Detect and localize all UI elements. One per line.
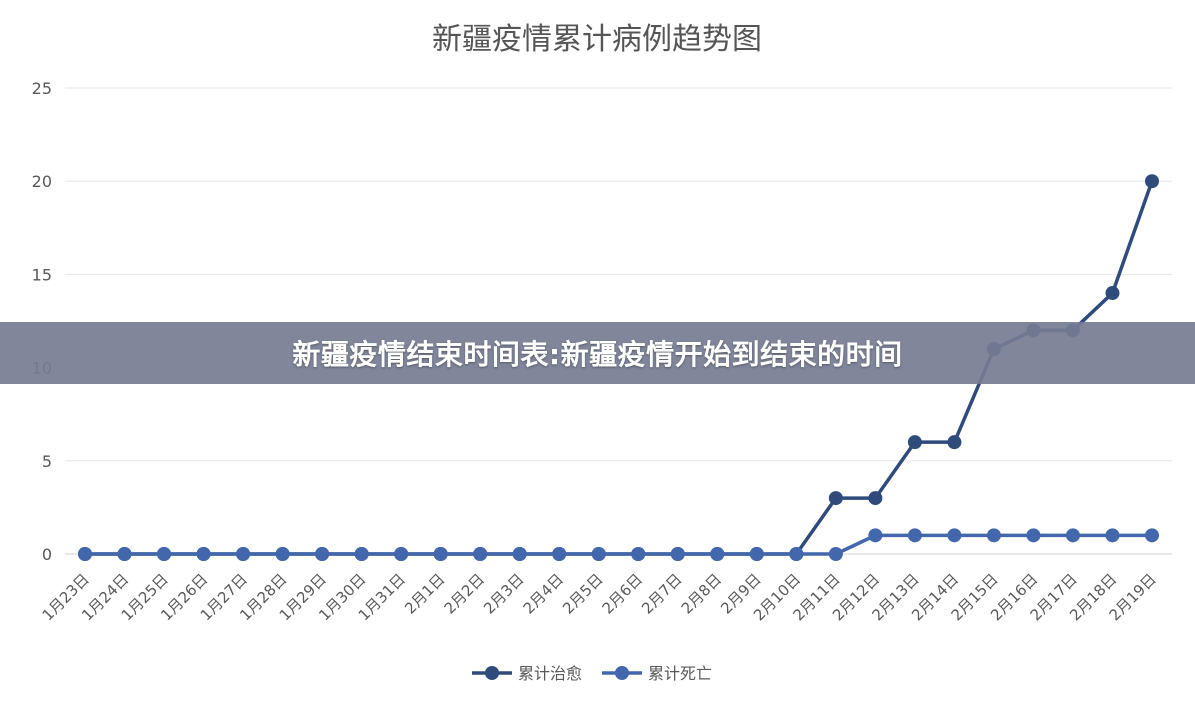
legend-marker (615, 666, 629, 680)
data-point (868, 491, 883, 506)
data-point (1105, 528, 1120, 543)
data-point (828, 547, 843, 561)
data-point (710, 547, 725, 561)
data-point (1145, 528, 1159, 543)
data-point (631, 547, 646, 561)
legend-label: 累计治愈 (518, 664, 582, 683)
data-point (868, 528, 883, 543)
data-point (117, 547, 132, 561)
series-line (83, 533, 1154, 556)
chart-title: 新疆疫情累计病例趋势图 (432, 22, 762, 57)
x-tick-label: 2月1日 (401, 570, 448, 617)
x-tick-label: 2月2日 (441, 570, 488, 617)
data-point (236, 547, 251, 561)
data-point (275, 547, 290, 561)
x-axis-ticks: 1月23日1月24日1月25日1月26日1月27日1月28日1月29日1月30日… (39, 570, 1160, 624)
x-tick-label: 2月4日 (520, 570, 567, 617)
legend-item: 累计治愈 (472, 664, 582, 683)
data-point (907, 528, 922, 543)
x-tick-label: 2月6日 (599, 570, 646, 617)
data-point (315, 547, 330, 561)
data-point (354, 547, 369, 561)
grid-layer (65, 87, 1172, 555)
series-2 (78, 528, 1159, 561)
x-tick-label: 2月5日 (559, 570, 606, 617)
data-point (1026, 528, 1041, 543)
data-point (749, 547, 764, 561)
data-point (591, 547, 606, 561)
data-point (157, 547, 172, 561)
legend-marker (485, 666, 499, 680)
y-tick-label: 5 (42, 452, 52, 471)
y-tick-label: 0 (42, 545, 52, 564)
data-point (433, 547, 448, 561)
data-point (789, 547, 804, 561)
data-point (394, 547, 409, 561)
data-point (670, 547, 685, 561)
x-tick-label: 2月8日 (678, 570, 725, 617)
data-point (828, 491, 843, 506)
x-tick-label: 2月7日 (638, 570, 685, 617)
y-tick-label: 20 (32, 172, 52, 191)
data-point (947, 435, 962, 450)
y-tick-label: 15 (32, 265, 52, 284)
data-point (1065, 528, 1080, 543)
x-tick-label: 2月3日 (480, 570, 527, 617)
legend-item: 累计死亡 (602, 664, 712, 683)
legend-label: 累计死亡 (648, 664, 712, 683)
overlay-headline: 新疆疫情结束时间表:新疆疫情开始到结束的时间 (292, 338, 903, 371)
legend: 累计治愈 累计死亡 (472, 664, 712, 683)
data-point (552, 547, 567, 561)
overlay-banner: 新疆疫情结束时间表:新疆疫情开始到结束的时间 (0, 322, 1195, 384)
data-point (947, 528, 962, 543)
data-point (196, 547, 211, 561)
data-point (1105, 286, 1120, 301)
data-point (1145, 174, 1159, 189)
data-point (986, 528, 1001, 543)
y-tick-label: 25 (32, 79, 52, 98)
data-point (512, 547, 527, 561)
data-point (78, 547, 92, 561)
data-point (473, 547, 488, 561)
data-point (907, 435, 922, 450)
